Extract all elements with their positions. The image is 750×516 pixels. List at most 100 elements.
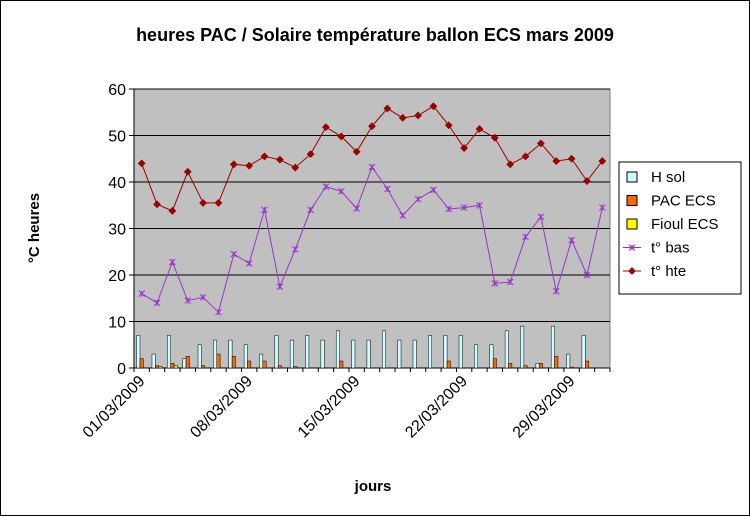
point-t-bas	[230, 250, 238, 258]
bar-h-sol	[474, 344, 479, 369]
y-tick-label: 50	[108, 129, 126, 146]
x-tick-label: 29/03/2009	[510, 373, 579, 442]
legend-swatch-pac-ecs	[626, 195, 638, 206]
point-t-hte	[183, 167, 192, 176]
bar-pac-ecs	[262, 360, 267, 369]
bar-h-sol	[197, 344, 202, 369]
point-t-bas	[414, 195, 422, 203]
point-t-hte	[368, 122, 376, 131]
x-tick-label: 15/03/2009	[295, 373, 364, 442]
legend-label-t-hte: t° hte	[651, 263, 686, 280]
point-t-bas	[291, 246, 299, 253]
point-t-bas	[138, 290, 146, 297]
bar-h-sol	[520, 325, 525, 369]
point-t-bas	[445, 205, 453, 213]
bar-pac-ecs	[446, 360, 451, 369]
point-t-hte	[536, 139, 545, 148]
point-t-hte	[275, 155, 284, 164]
bar-h-sol	[351, 339, 356, 369]
point-t-hte	[583, 177, 591, 185]
bar-h-sol	[320, 339, 325, 369]
point-t-bas	[537, 213, 545, 221]
point-t-hte	[337, 132, 346, 141]
bar-h-sol	[305, 335, 310, 369]
point-t-bas	[215, 308, 222, 316]
legend-box	[618, 161, 742, 295]
bar-h-sol	[243, 344, 248, 369]
legend-swatch-h-sol	[626, 171, 638, 183]
point-t-bas	[368, 163, 376, 171]
point-t-bas	[276, 283, 284, 290]
legend-label-fioul-ecs: Fioul ECS	[651, 216, 719, 233]
bar-h-sol	[259, 353, 264, 369]
bar-h-sol	[366, 339, 371, 369]
bar-pac-ecs	[277, 365, 282, 369]
bar-h-sol	[566, 353, 571, 369]
legend-marker-t-hte	[628, 267, 636, 275]
bar-h-sol	[412, 339, 417, 369]
bar-pac-ecs	[170, 363, 175, 369]
bar-pac-ecs	[554, 356, 559, 369]
bar-h-sol	[535, 363, 540, 369]
bar-fioul-ecs	[173, 365, 178, 369]
point-t-bas	[169, 258, 176, 266]
point-t-bas	[199, 293, 207, 301]
bar-h-sol	[550, 325, 555, 369]
bar-h-sol	[151, 353, 156, 369]
point-t-hte	[153, 200, 161, 209]
bar-h-sol	[335, 330, 340, 369]
y-tick-label: 0	[117, 361, 126, 378]
bar-h-sol	[504, 330, 509, 369]
bar-h-sol	[228, 339, 233, 369]
x-tick-label: 08/03/2009	[187, 373, 256, 442]
point-t-bas	[307, 206, 314, 214]
point-t-hte	[260, 152, 269, 161]
point-t-bas	[430, 186, 437, 194]
point-t-bas	[491, 280, 499, 287]
bar-h-sol	[489, 344, 494, 369]
bar-h-sol	[443, 335, 448, 369]
bar-h-sol	[458, 335, 463, 369]
point-t-hte	[521, 152, 530, 161]
point-t-hte	[214, 199, 223, 207]
point-t-bas	[598, 204, 606, 211]
bar-h-sol	[274, 335, 279, 369]
bar-pac-ecs	[231, 356, 236, 369]
bar-pac-ecs	[185, 356, 190, 369]
bar-pac-ecs	[216, 353, 221, 369]
point-t-hte	[398, 113, 407, 122]
point-t-hte	[598, 157, 607, 165]
x-axis-title: jours	[354, 478, 392, 495]
y-axis-title: °C heures	[26, 193, 43, 263]
bar-pac-ecs	[538, 363, 543, 369]
point-t-hte	[322, 123, 330, 132]
point-t-hte	[306, 150, 315, 159]
legend-label-t-bas: t° bas	[651, 240, 690, 257]
bar-pac-ecs	[201, 365, 206, 369]
point-t-bas	[384, 185, 391, 193]
point-t-bas	[322, 183, 330, 191]
point-t-hte	[414, 111, 422, 120]
point-t-hte	[460, 144, 469, 152]
point-t-bas	[522, 233, 529, 241]
point-t-bas	[568, 236, 575, 244]
point-t-hte	[199, 199, 208, 207]
point-t-bas	[153, 299, 161, 307]
legend-swatch-fioul-ecs	[626, 218, 638, 230]
point-t-hte	[383, 104, 392, 113]
bar-pac-ecs	[339, 360, 344, 369]
x-tick-label: 01/03/2009	[80, 373, 149, 442]
bar-pac-ecs	[585, 360, 589, 369]
point-t-hte	[444, 121, 453, 130]
y-tick-label: 40	[108, 175, 126, 192]
point-t-bas	[460, 204, 468, 211]
bar-pac-ecs	[569, 366, 574, 369]
point-t-hte	[229, 160, 238, 169]
point-t-hte	[429, 102, 438, 111]
y-tick-label: 30	[108, 222, 126, 239]
legend-label-h-sol: H sol	[651, 169, 685, 186]
chart-title: heures PAC / Solaire température ballon …	[136, 25, 614, 45]
bar-h-sol	[182, 358, 187, 369]
